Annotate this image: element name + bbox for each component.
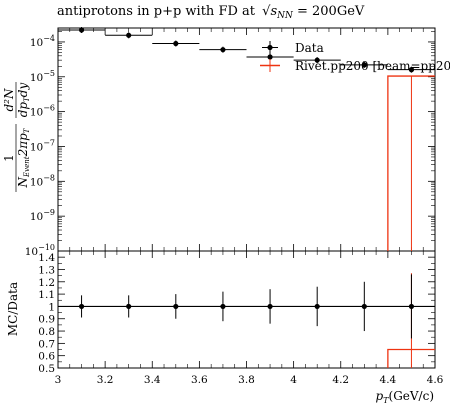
data-point: [314, 57, 320, 63]
ratio-data-point: [314, 303, 320, 310]
ratio-tick-label: 0.6: [38, 351, 55, 363]
ratio-data-point: [173, 303, 179, 310]
svg-text:NEvent2πpT: NEvent2πpT: [16, 127, 31, 188]
y-tick-label: 10−6: [30, 104, 55, 119]
ratio-data-point: [126, 303, 132, 310]
legend-data-marker: [267, 44, 273, 51]
svg-text:dpTdy: dpTdy: [16, 83, 31, 118]
y-tick-label: 10−5: [30, 69, 55, 84]
top-axis-ticks: 10−4 10−5 10−6 10−7 10−8 10−9 10−10: [25, 31, 435, 258]
x-tick-label: 3.2: [97, 374, 114, 386]
x-tick-label: 4.4: [380, 374, 397, 386]
y-tick-label: 10−7: [30, 138, 55, 153]
ratio-axis-ticks: 0.50.60.70.80.911.11.21.31.4: [38, 252, 435, 375]
ratio-series-marks: [78, 273, 435, 368]
legend: Data Rivet.pp200 [beam=pp200: [260, 41, 450, 73]
ratio-tick-label: 1.2: [38, 277, 55, 289]
y-tick-label: 10−10: [25, 243, 55, 258]
y-axis-label-ratio: MC/Data: [6, 282, 20, 336]
ratio-panel-frame: [57, 250, 436, 369]
ratio-data-point: [361, 303, 367, 310]
ratio-tick-label: 1.1: [38, 289, 55, 301]
ratio-data-point: [408, 303, 415, 310]
svg-text:d²N: d²N: [2, 88, 16, 111]
ratio-tick-label: 0.7: [38, 338, 55, 350]
y-axis-label-main: 1 NEvent2πpT d²N dpTdy: [2, 82, 31, 192]
y-tick-label: 10−8: [30, 173, 55, 188]
x-tick-label: 4.2: [332, 374, 349, 386]
data-point: [126, 32, 132, 38]
data-point: [173, 40, 179, 47]
mc-histogram-step: [387, 75, 435, 251]
main-series-marks: [58, 27, 435, 251]
x-tick-label: 3: [55, 374, 62, 386]
data-point: [267, 54, 273, 60]
x-tick-label: 3.8: [238, 374, 255, 386]
ratio-tick-label: 1: [48, 301, 55, 313]
ratio-mc-step: [387, 348, 435, 368]
ratio-tick-label: 0.8: [38, 326, 55, 338]
data-point: [78, 27, 85, 33]
x-tick-label: 4.6: [427, 374, 444, 386]
ratio-tick-label: 1.4: [38, 252, 55, 264]
y-tick-label: 10−9: [30, 208, 55, 223]
x-tick-label: 3.4: [144, 374, 161, 386]
ratio-tick-label: 1.3: [38, 264, 55, 276]
ratio-tick-label: 0.9: [38, 314, 55, 326]
ratio-data-point: [220, 303, 226, 310]
data-point-front: [408, 67, 415, 73]
data-point: [361, 62, 367, 68]
ratio-tick-label: 0.5: [38, 363, 55, 375]
x-axis-ticks: 3 3.2 3.4 3.6 3.8 4 4.2 4.4 4.6: [55, 28, 444, 386]
ratio-data-point: [78, 303, 85, 310]
y-tick-label: 10−4: [30, 34, 55, 49]
x-tick-label: 4: [290, 374, 297, 386]
chart-title: antiprotons in p+p with FD at √sNN = 200…: [57, 4, 365, 21]
legend-entry-data: Data: [295, 41, 324, 55]
ratio-data-point: [267, 303, 273, 310]
svg-text:1: 1: [2, 154, 16, 162]
title-sqrt-bar: s: [270, 4, 277, 19]
x-tick-label: 3.6: [191, 374, 208, 386]
x-axis-label: pT(GeV/c): [375, 389, 434, 405]
data-point: [220, 47, 226, 53]
legend-entry-mc: Rivet.pp200 [beam=pp200: [295, 59, 450, 73]
